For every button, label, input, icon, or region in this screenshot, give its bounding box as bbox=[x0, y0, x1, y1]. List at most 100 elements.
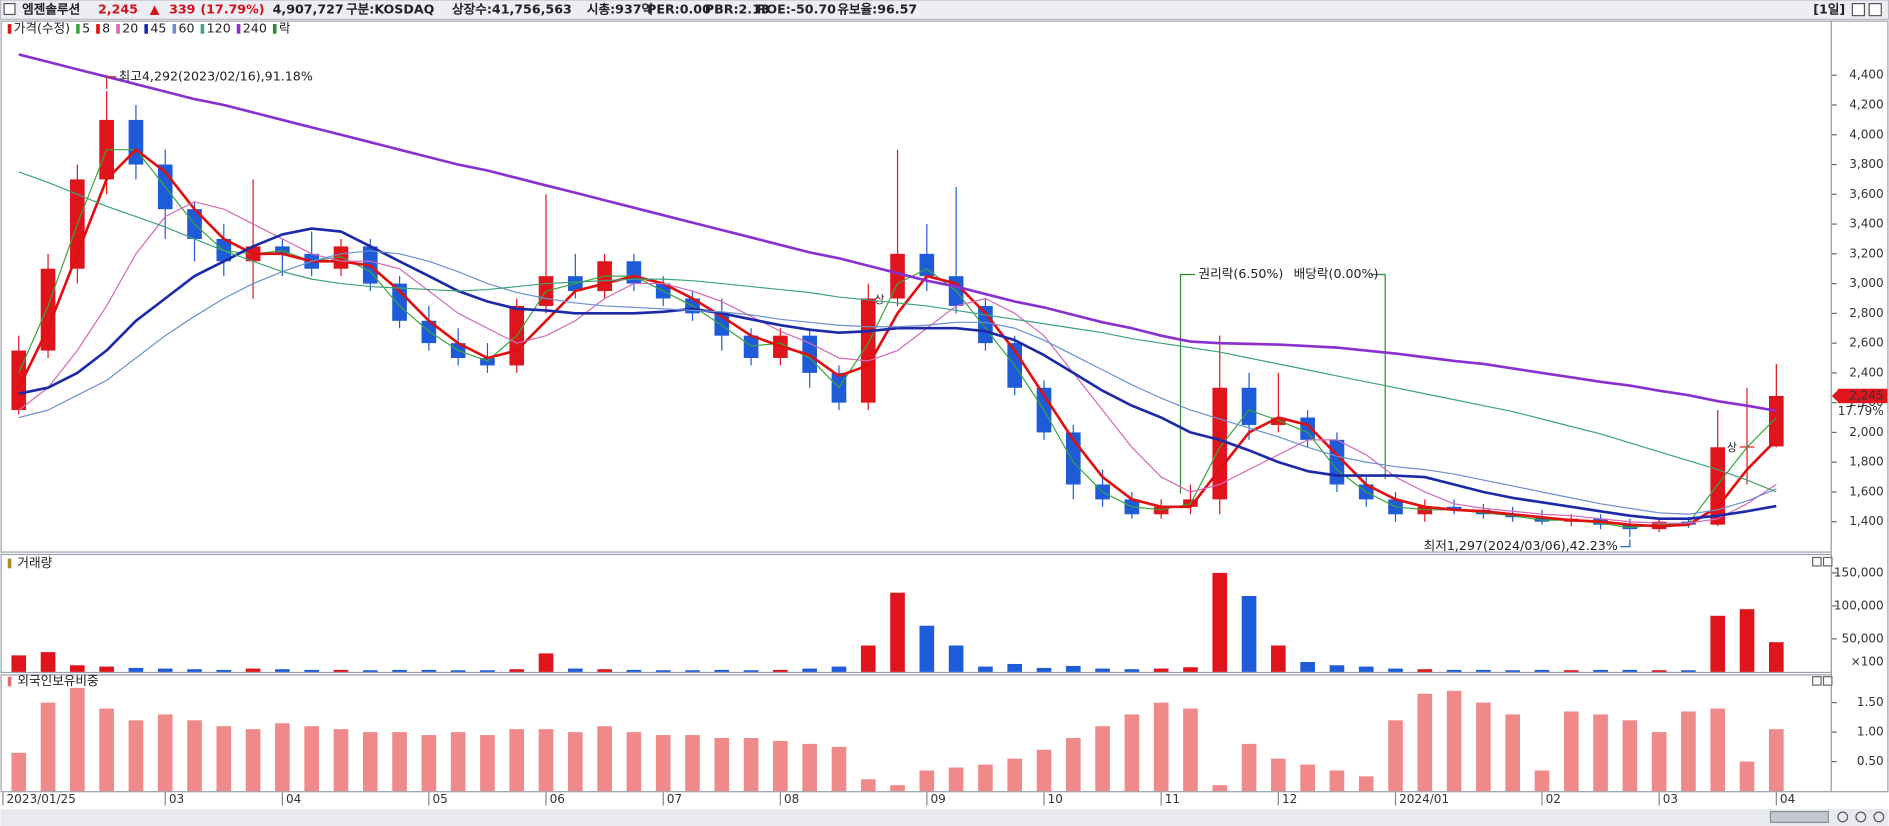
bar bbox=[1300, 764, 1315, 792]
right-axis bbox=[1830, 20, 1889, 793]
candle-body bbox=[626, 261, 642, 284]
bar bbox=[1622, 720, 1638, 792]
bar bbox=[948, 767, 964, 792]
market: 구분:KOSDAQ bbox=[346, 2, 435, 17]
bar bbox=[567, 668, 583, 672]
limit-up-mark: 상 bbox=[1727, 441, 1737, 454]
event-label: 권리락(6.50%) bbox=[1199, 266, 1284, 281]
x-tick-label: 2023/01/25 bbox=[7, 792, 76, 806]
change: 339 bbox=[169, 2, 195, 17]
high-note-pointer bbox=[106, 76, 117, 89]
bar bbox=[948, 645, 964, 672]
y-tick-label: 1.50 bbox=[1857, 695, 1884, 709]
header-checkbox[interactable] bbox=[3, 3, 16, 16]
price-panel bbox=[0, 20, 1832, 553]
zoom-button[interactable] bbox=[1855, 811, 1867, 823]
bar bbox=[128, 720, 144, 792]
panel-button[interactable] bbox=[1812, 556, 1822, 567]
bar bbox=[1417, 669, 1433, 672]
bar bbox=[1505, 670, 1521, 672]
bar bbox=[1212, 572, 1228, 672]
bar bbox=[1681, 711, 1696, 792]
moving-average-line bbox=[18, 250, 1777, 515]
bar bbox=[1036, 667, 1052, 672]
bar bbox=[1622, 669, 1638, 672]
moving-average-line bbox=[18, 171, 1777, 493]
candle-body bbox=[1534, 517, 1550, 522]
candle-body bbox=[480, 358, 495, 366]
period[interactable]: [1일] bbox=[1813, 2, 1845, 17]
bar bbox=[362, 670, 378, 672]
event-label: 배당락(0.00%) bbox=[1294, 266, 1379, 281]
window-button[interactable] bbox=[1851, 3, 1866, 17]
panel-button[interactable] bbox=[1812, 676, 1822, 686]
bar bbox=[11, 752, 27, 792]
bar bbox=[597, 669, 612, 672]
bar bbox=[597, 726, 612, 792]
bar bbox=[480, 735, 495, 792]
bar bbox=[1417, 693, 1433, 792]
bar bbox=[1476, 702, 1491, 792]
y-tick-label: 150,000 bbox=[1834, 565, 1884, 579]
bar bbox=[802, 743, 817, 792]
candle-body bbox=[743, 335, 759, 359]
volume-panel bbox=[0, 553, 1832, 674]
bar bbox=[1095, 726, 1110, 792]
legend-label: 120 bbox=[207, 20, 231, 35]
zoom-button[interactable] bbox=[1873, 811, 1885, 823]
legend-label: 락 bbox=[279, 20, 291, 35]
y-tick-label: 3,400 bbox=[1849, 217, 1883, 231]
bar bbox=[1007, 663, 1023, 672]
bar bbox=[1739, 609, 1755, 672]
bar bbox=[509, 669, 525, 672]
last-price-box bbox=[1837, 388, 1888, 404]
bar bbox=[802, 668, 817, 672]
limit-up-mark: 상 bbox=[874, 293, 884, 306]
x-tick-label: 04 bbox=[1780, 792, 1795, 806]
bar bbox=[1739, 761, 1755, 792]
bar bbox=[392, 732, 407, 792]
moving-average-line bbox=[18, 201, 1777, 524]
bar bbox=[1768, 729, 1784, 792]
bar bbox=[509, 729, 525, 792]
y-tick-label: 3,800 bbox=[1849, 157, 1883, 171]
x-tick-label: 08 bbox=[784, 792, 799, 806]
panel-button[interactable] bbox=[1822, 676, 1833, 686]
bar bbox=[245, 668, 261, 672]
bar bbox=[1446, 690, 1462, 792]
moving-average-line bbox=[18, 227, 1777, 521]
bar bbox=[1065, 738, 1081, 792]
bar bbox=[860, 779, 876, 792]
scroll-thumb[interactable] bbox=[1769, 810, 1829, 823]
scrollbar[interactable] bbox=[0, 809, 1889, 826]
legend-swatch bbox=[96, 24, 100, 34]
bar bbox=[333, 669, 349, 672]
bar bbox=[1036, 749, 1052, 792]
bar bbox=[1124, 669, 1140, 672]
legend-label: 45 bbox=[150, 20, 166, 35]
x-tick-label: 10 bbox=[1048, 792, 1063, 806]
bar bbox=[275, 669, 290, 672]
bar bbox=[743, 738, 759, 792]
bar bbox=[1065, 665, 1081, 672]
bar bbox=[450, 732, 466, 792]
bar bbox=[11, 655, 27, 672]
x-tick-label: 11 bbox=[1165, 792, 1180, 806]
bar bbox=[1446, 669, 1462, 672]
candle-body bbox=[1241, 387, 1257, 425]
candle-body bbox=[275, 246, 290, 254]
stock-name: 엠젠솔루션 bbox=[22, 2, 80, 17]
price: 2,245 bbox=[98, 2, 138, 17]
candle-body bbox=[128, 119, 144, 165]
x-tick-label: 06 bbox=[550, 792, 565, 806]
bar bbox=[714, 669, 730, 672]
candle-body bbox=[1212, 387, 1228, 500]
panel-button[interactable] bbox=[1822, 556, 1833, 567]
zoom-button[interactable] bbox=[1837, 811, 1849, 823]
bar bbox=[1212, 785, 1228, 792]
window-button[interactable] bbox=[1868, 3, 1882, 17]
bar bbox=[626, 669, 642, 672]
bar bbox=[1476, 669, 1491, 672]
legend-swatch bbox=[172, 24, 177, 34]
legend-swatch bbox=[236, 24, 241, 34]
